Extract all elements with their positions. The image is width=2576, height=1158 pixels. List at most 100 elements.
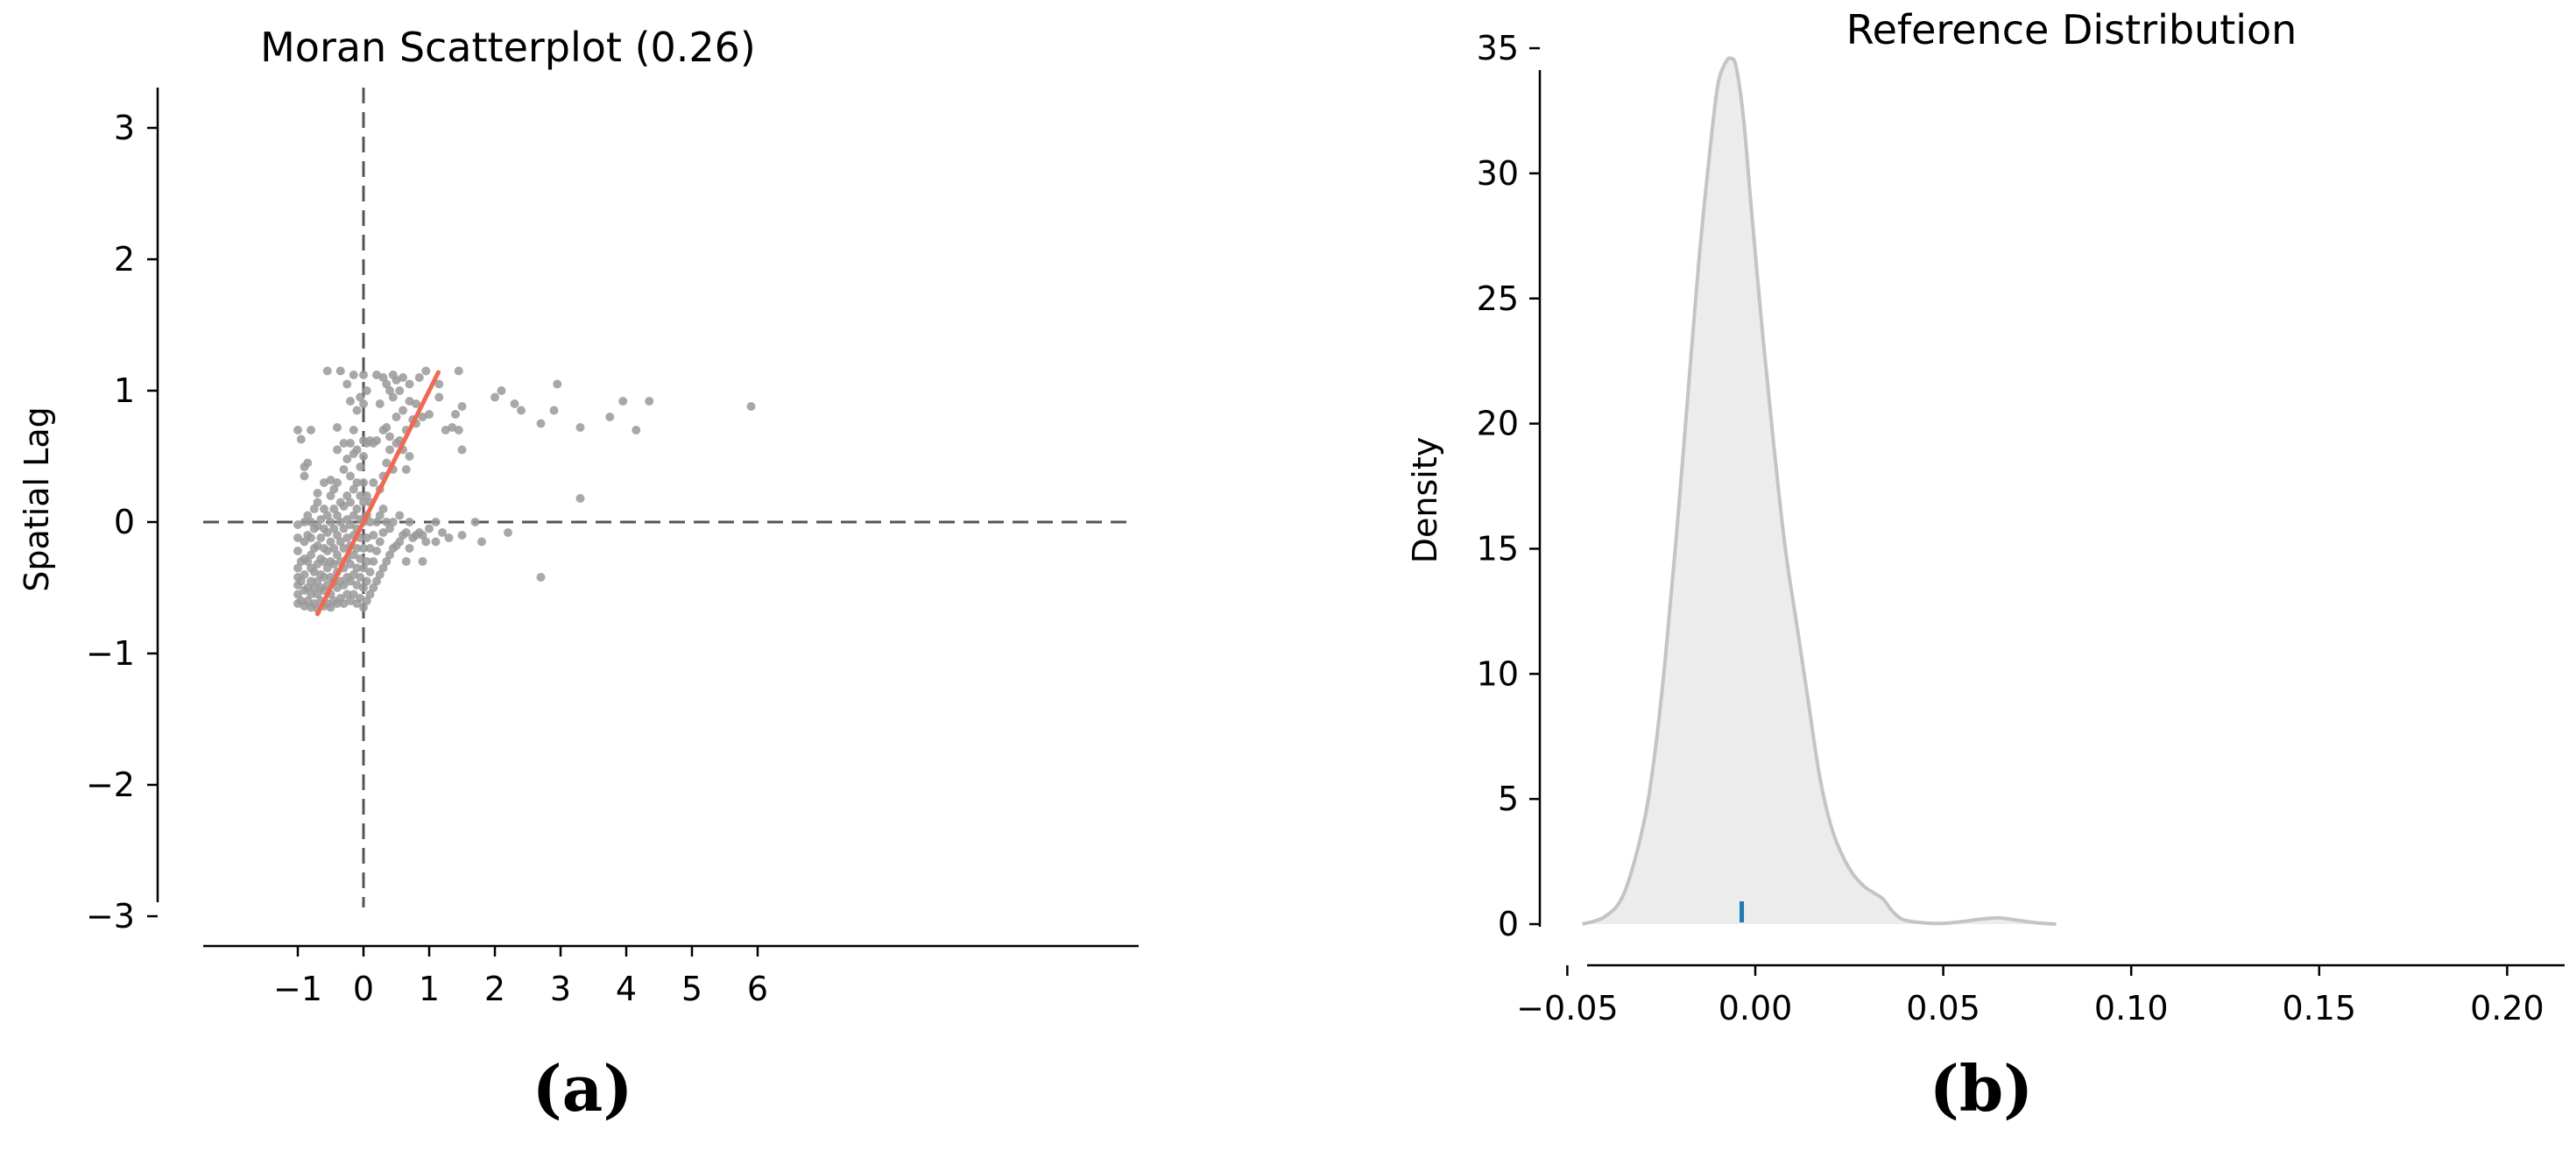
x-tick-label: 0.05 <box>1906 989 1980 1027</box>
scatter-point <box>418 531 427 540</box>
scatter-point <box>356 392 365 402</box>
scatter-point <box>359 498 368 507</box>
scatter-point <box>322 547 332 555</box>
y-tick-label: 15 <box>1477 529 1519 568</box>
scatter-point <box>309 568 319 576</box>
scatter-point <box>401 528 411 537</box>
scatter-point <box>339 465 349 474</box>
scatter-point <box>352 478 362 487</box>
value-markers <box>1740 901 1745 922</box>
scatter-point <box>454 366 463 376</box>
y-tick-label: 3 <box>114 109 135 147</box>
scatter-point <box>346 471 355 481</box>
scatter-point <box>451 410 460 419</box>
scatter-point <box>333 583 342 592</box>
scatter-point <box>372 576 381 586</box>
scatter-point <box>490 392 499 402</box>
x-tick-label: 0.10 <box>2094 989 2169 1027</box>
scatter-point <box>346 520 355 529</box>
y-tick-label: −1 <box>86 634 135 673</box>
scatter-point <box>517 406 526 415</box>
scatter-point <box>339 544 349 553</box>
scatter-point <box>349 371 358 379</box>
scatter-point <box>346 439 355 448</box>
scatter-point <box>307 590 315 599</box>
scatter-point <box>392 376 401 385</box>
scatter-point <box>359 452 368 461</box>
scatter-point <box>335 366 345 376</box>
y-tick-label: 30 <box>1477 154 1519 193</box>
scatter-point <box>352 581 362 590</box>
scatter-point <box>303 597 313 605</box>
scatter-point <box>575 494 585 503</box>
scatter-point <box>313 498 322 507</box>
scatter-point <box>313 541 322 550</box>
scatter-point <box>339 581 349 590</box>
scatter-point <box>352 406 362 415</box>
scatter-point <box>375 399 385 408</box>
scatter-point <box>477 537 486 547</box>
scatter-point <box>322 563 332 573</box>
scatter-point <box>369 531 378 540</box>
scatter-point <box>359 544 368 553</box>
x-tick-label: 2 <box>484 970 505 1008</box>
y-tick-label: 2 <box>114 240 135 279</box>
scatter-point <box>349 511 358 520</box>
scatter-point <box>296 576 306 586</box>
x-tick-label: 5 <box>681 970 702 1008</box>
scatter-point <box>333 445 342 455</box>
scatter-point <box>359 371 368 379</box>
scatter-point <box>382 423 392 432</box>
scatter-point <box>316 515 326 524</box>
moran-scatterplot: Moran Scatterplot (0.26) Spatial Lag −1 0… <box>18 24 1139 1008</box>
scatter-point <box>322 366 332 376</box>
chart-title-a: Moran Scatterplot (0.26) <box>260 24 756 71</box>
scatter-point <box>536 573 546 582</box>
y-tick-label: −2 <box>86 766 135 804</box>
scatter-point <box>605 413 615 421</box>
ticks-a: −1 0 1 2 3 4 5 6 −3 −2 −1 0 1 2 3 <box>86 109 768 1008</box>
scatter-point <box>378 563 388 573</box>
scatter-point <box>372 371 381 379</box>
scatter-point <box>320 505 328 513</box>
y-tick-label: 25 <box>1477 279 1519 318</box>
scatter-point <box>335 537 345 547</box>
scatter-point <box>293 533 302 542</box>
scatter-point <box>372 436 381 445</box>
scatter-point <box>349 426 358 434</box>
scatter-point <box>300 518 309 526</box>
scatter-point <box>365 568 375 576</box>
y-axis-label-a: Spatial Lag <box>18 406 56 592</box>
scatter-point <box>405 544 414 553</box>
scatter-point <box>320 478 328 487</box>
scatter-point <box>320 573 328 582</box>
scatter-point <box>362 557 371 566</box>
scatter-point <box>549 406 559 415</box>
ticks-b: −0.050.000.050.100.150.200.2505101520253… <box>1477 29 2544 1027</box>
scatter-point <box>395 386 405 395</box>
scatter-point <box>746 402 756 411</box>
scatter-point <box>307 426 315 434</box>
scatter-point <box>326 603 335 612</box>
scatter-point <box>356 462 365 471</box>
scatter-point <box>313 590 322 599</box>
scatter-point <box>313 489 322 498</box>
scatter-point <box>395 537 405 547</box>
scatter-point <box>382 557 392 566</box>
scatter-point <box>300 537 309 547</box>
scatter-point <box>303 557 313 566</box>
scatter-point <box>362 597 371 605</box>
scatter-point <box>470 518 480 526</box>
scatter-point <box>385 445 394 455</box>
scatter-point <box>401 465 411 474</box>
scatter-point <box>369 557 378 566</box>
scatter-point <box>382 518 392 526</box>
x-tick-label: 6 <box>747 970 768 1008</box>
scatter-point <box>339 599 349 608</box>
scatter-point <box>359 399 368 408</box>
scatter-point <box>309 505 319 513</box>
scatter-point <box>418 413 427 421</box>
scatter-point <box>457 445 467 455</box>
scatter-point <box>313 521 322 531</box>
